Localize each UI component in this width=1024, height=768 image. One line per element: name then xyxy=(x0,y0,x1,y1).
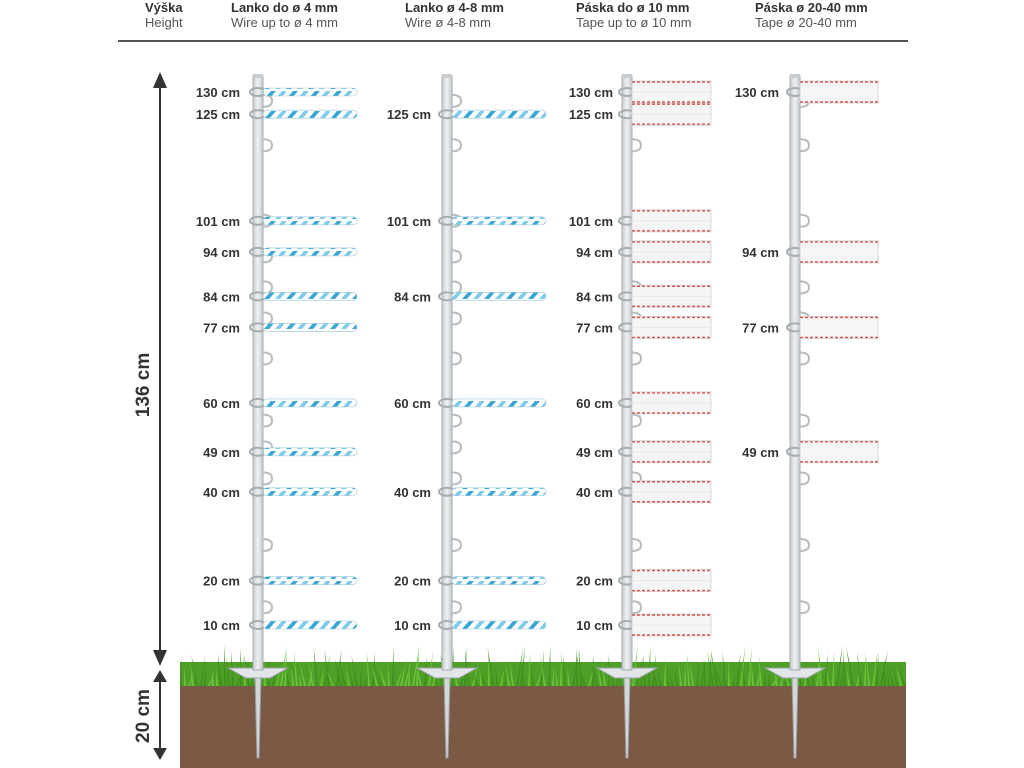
height-label: 94 cm xyxy=(576,245,613,260)
height-label: 94 cm xyxy=(742,245,779,260)
wire-line xyxy=(262,487,358,497)
wire-line xyxy=(262,447,358,457)
tape-line xyxy=(631,80,712,104)
header-col-3-subtitle: Tape up to ø 10 mm xyxy=(576,15,692,30)
wide-tape-line xyxy=(799,316,879,339)
height-label: 40 cm xyxy=(394,485,431,500)
wire-line xyxy=(451,109,547,119)
height-label: 77 cm xyxy=(203,320,240,335)
height-label: 20 cm xyxy=(394,574,431,589)
dimension-above-ground: 136 cm xyxy=(133,72,167,666)
wire-line xyxy=(262,109,358,119)
header-height-title: Výška xyxy=(145,0,183,15)
post-2: 125 cm 101 cm 84 cm 60 cm 40 cm 20 cm 10 cm xyxy=(387,74,547,759)
height-label: 125 cm xyxy=(387,107,431,122)
dimension-20-label: 20 cm xyxy=(133,689,154,743)
height-label: 94 cm xyxy=(203,245,240,260)
header-divider xyxy=(118,40,908,42)
height-label: 130 cm xyxy=(735,85,779,100)
post-1: 130 cm 125 cm 101 cm 94 cm 84 cm 77 cm 60 cm 49… xyxy=(196,74,358,759)
tape-line xyxy=(631,569,712,592)
wire-line xyxy=(262,620,358,630)
height-label: 20 cm xyxy=(576,574,613,589)
tape-line xyxy=(631,209,712,233)
grass xyxy=(180,644,906,686)
height-label: 40 cm xyxy=(576,485,613,500)
wide-tape-line xyxy=(799,240,879,264)
header-col-2-subtitle: Wire ø 4-8 mm xyxy=(405,15,491,30)
header-col-3-title: Páska do ø 10 mm xyxy=(576,0,690,15)
wire-line xyxy=(451,576,547,585)
post-3: 130 cm 125 cm 101 cm 94 cm 84 cm 77 cm 60 cm 49… xyxy=(569,74,712,759)
header-height: Výška Height xyxy=(145,0,183,30)
tape-line xyxy=(631,102,712,126)
height-label: 60 cm xyxy=(203,396,240,411)
header-col-1: Lanko do ø 4 mm Wire up to ø 4 mm xyxy=(231,0,338,30)
height-label: 20 cm xyxy=(203,574,240,589)
height-label: 84 cm xyxy=(394,289,431,304)
header-col-2: Lanko ø 4-8 mm Wire ø 4-8 mm xyxy=(405,0,504,30)
height-label: 125 cm xyxy=(196,107,240,122)
posts: 130 cm 125 cm 101 cm 94 cm 84 cm 77 cm 60 cm 49… xyxy=(196,74,879,759)
dimension-136-label: 136 cm xyxy=(133,353,154,417)
height-label: 130 cm xyxy=(569,85,613,100)
wire-line xyxy=(451,620,547,630)
wire-line xyxy=(262,216,358,226)
tape-line xyxy=(631,480,712,504)
wire-line xyxy=(451,216,547,226)
height-label: 101 cm xyxy=(569,214,613,229)
height-label: 84 cm xyxy=(203,289,240,304)
height-label: 49 cm xyxy=(203,445,240,460)
height-label: 130 cm xyxy=(196,85,240,100)
wire-line xyxy=(262,87,358,97)
wire-line xyxy=(262,247,358,257)
wire-line xyxy=(451,487,547,497)
height-label: 40 cm xyxy=(203,485,240,500)
wire-line xyxy=(262,292,358,301)
height-label: 10 cm xyxy=(576,618,613,633)
height-label: 10 cm xyxy=(394,618,431,633)
height-label: 84 cm xyxy=(576,289,613,304)
height-label: 125 cm xyxy=(569,107,613,122)
tape-line xyxy=(631,240,712,264)
header-col-1-title: Lanko do ø 4 mm xyxy=(231,0,338,15)
height-label: 101 cm xyxy=(387,214,431,229)
header-col-4-subtitle: Tape ø 20-40 mm xyxy=(755,15,857,30)
wire-line xyxy=(262,323,358,332)
header-col-4: Páska ø 20-40 mm Tape ø 20-40 mm xyxy=(755,0,868,30)
dimension-below-ground: 20 cm xyxy=(133,670,167,760)
height-label: 77 cm xyxy=(742,320,779,335)
height-label: 49 cm xyxy=(742,445,779,460)
post-4: 130 cm 94 cm 77 cm 49 cm xyxy=(735,74,879,759)
tape-line xyxy=(631,316,712,339)
header-col-3: Páska do ø 10 mm Tape up to ø 10 mm xyxy=(576,0,692,30)
tape-line xyxy=(631,613,712,637)
tape-line xyxy=(631,391,712,415)
wire-line xyxy=(262,398,358,408)
header-height-subtitle: Height xyxy=(145,15,183,30)
wire-line xyxy=(262,576,358,585)
header-col-1-subtitle: Wire up to ø 4 mm xyxy=(231,15,338,30)
soil xyxy=(180,684,906,768)
height-label: 77 cm xyxy=(576,320,613,335)
wide-tape-line xyxy=(799,440,879,464)
wire-line xyxy=(451,398,547,408)
header-col-4-title: Páska ø 20-40 mm xyxy=(755,0,868,15)
tape-line xyxy=(631,284,712,308)
height-label: 49 cm xyxy=(576,445,613,460)
tape-line xyxy=(631,440,712,464)
height-label: 60 cm xyxy=(576,396,613,411)
height-label: 101 cm xyxy=(196,214,240,229)
height-label: 60 cm xyxy=(394,396,431,411)
height-label: 10 cm xyxy=(203,618,240,633)
header-col-2-title: Lanko ø 4-8 mm xyxy=(405,0,504,15)
wire-line xyxy=(451,292,547,301)
wide-tape-line xyxy=(799,80,879,104)
